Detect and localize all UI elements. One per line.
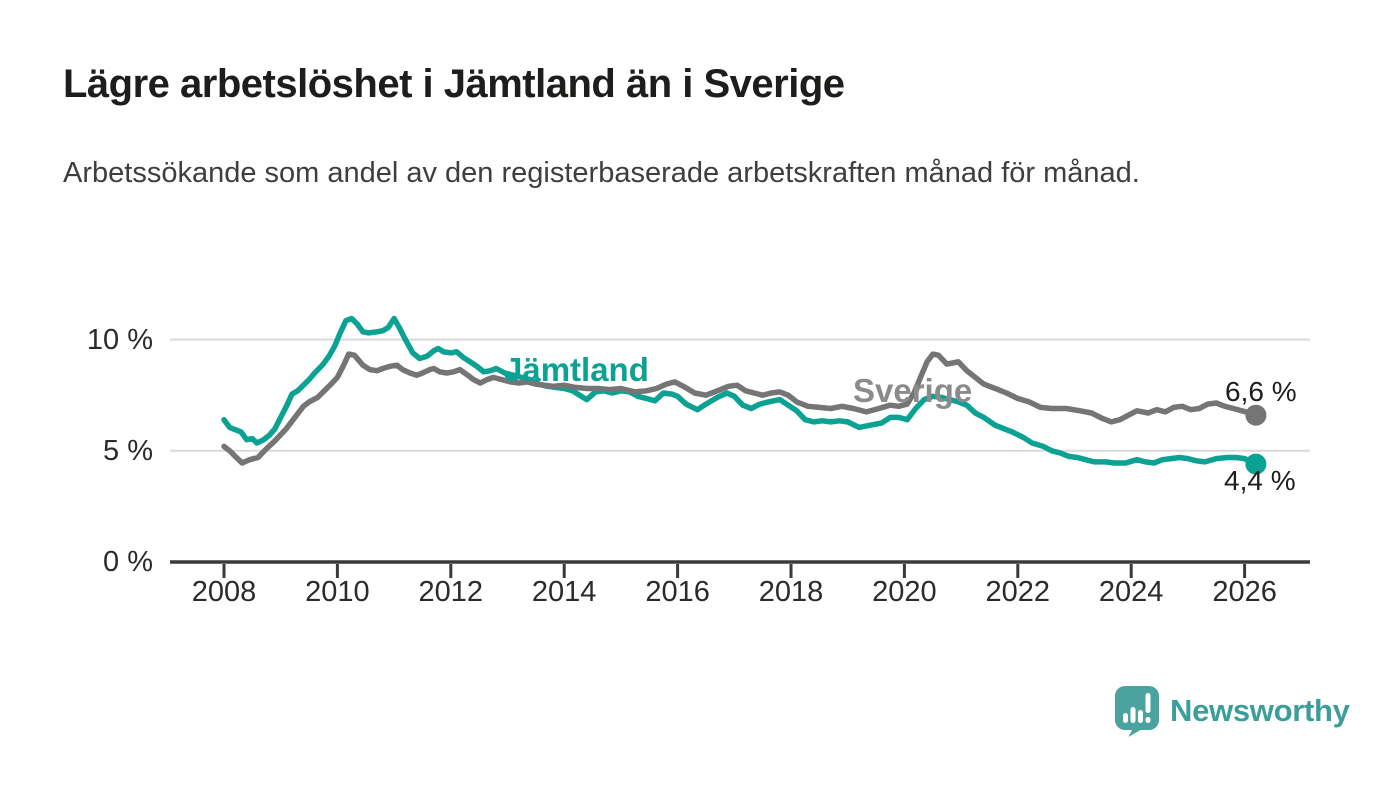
end-value-label-sverige: 6,6 % — [1225, 376, 1297, 407]
x-tick-label: 2020 — [872, 576, 937, 608]
newsworthy-logo: Newsworthy — [1114, 685, 1350, 737]
series-label-sverige: Sverige — [853, 372, 973, 409]
y-tick-label: 0 % — [103, 546, 153, 578]
newsworthy-logo-icon — [1115, 686, 1159, 737]
page-title: Lägre arbetslöshet i Jämtland än i Sveri… — [63, 62, 845, 106]
y-tick-label: 5 % — [103, 434, 153, 467]
end-dot-jämtland — [1245, 453, 1267, 475]
x-tick-label: 2026 — [1212, 576, 1277, 608]
series-label-jamtland: Jämtland — [504, 351, 649, 388]
x-tick-label: 2024 — [1098, 576, 1164, 608]
x-tick-label: 2010 — [305, 576, 370, 608]
x-tick-label: 2008 — [191, 576, 257, 608]
x-tick-label: 2016 — [645, 576, 710, 608]
series-line-sverige — [221, 351, 1259, 466]
end-dot-sverige — [1245, 404, 1267, 426]
end-value-label-jamtland: 4,4 % — [1224, 465, 1296, 496]
x-tick-label: 2012 — [418, 576, 484, 608]
x-tick-label: 2022 — [985, 576, 1051, 608]
series-line-jämtland — [221, 315, 1259, 467]
x-tick-label: 2014 — [531, 576, 597, 608]
x-tick-label: 2018 — [758, 576, 824, 608]
chart-subtitle: Arbetssökande som andel av den registerb… — [63, 157, 1140, 189]
newsworthy-wordmark: Newsworthy — [1170, 693, 1350, 728]
y-tick-label: 10 % — [86, 323, 153, 356]
